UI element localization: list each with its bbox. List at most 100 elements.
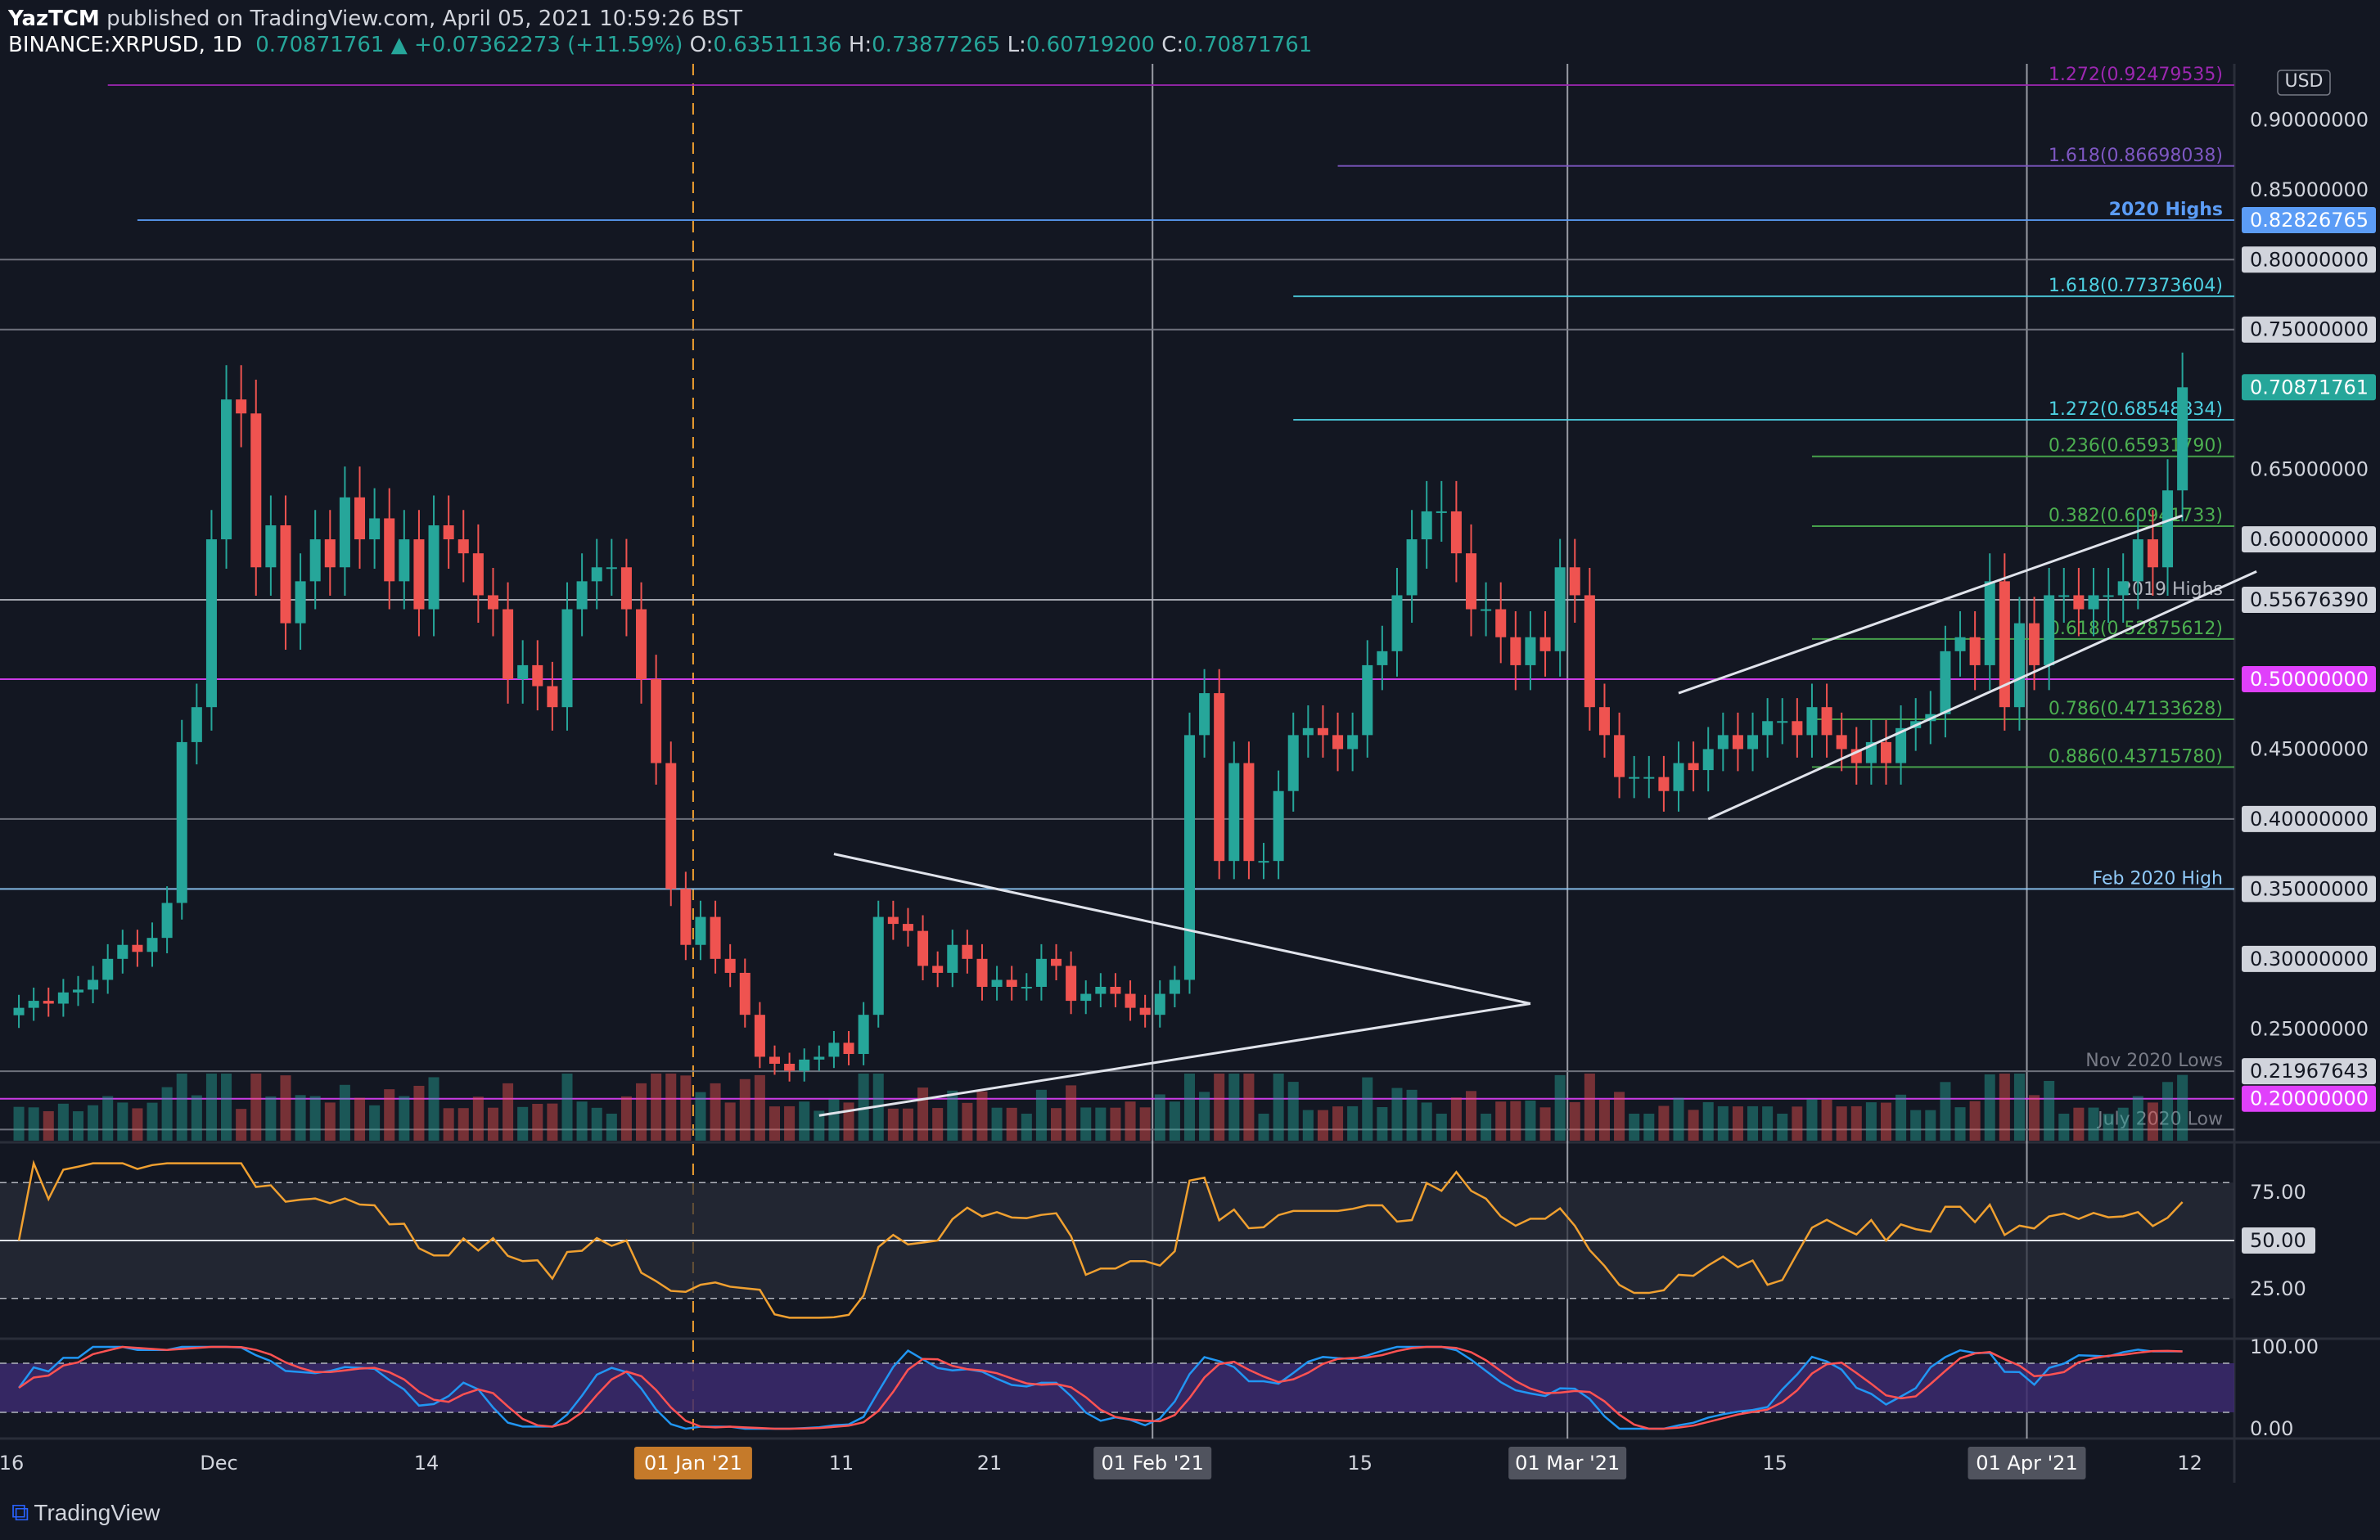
price-tag-box <box>2242 1058 2376 1085</box>
candle-body <box>991 979 1003 987</box>
volume-bar <box>902 1108 913 1141</box>
candle-body <box>503 609 514 679</box>
volume-bar <box>1717 1105 1729 1141</box>
volume-bar <box>309 1096 321 1141</box>
volume-bar <box>1821 1099 1832 1141</box>
candle-body <box>1702 749 1714 771</box>
candle-body <box>620 567 632 610</box>
candle-body <box>443 525 454 540</box>
volume-bar <box>1495 1101 1507 1141</box>
candle-body <box>1243 763 1255 862</box>
price-tick-label: 0.25000000 <box>2250 1017 2369 1040</box>
volume-bar <box>413 1085 425 1141</box>
candle-body <box>1347 735 1359 750</box>
price-tag-label: 0.60000000 <box>2250 528 2369 551</box>
volume-bar <box>2044 1080 2055 1141</box>
volume-bar <box>814 1110 825 1141</box>
x-tick-label: 11 <box>829 1452 854 1475</box>
rsi-tick-label: 75.00 <box>2250 1181 2306 1204</box>
volume-bar <box>1287 1082 1299 1141</box>
price-tag-box <box>2242 805 2376 832</box>
candle-body <box>1732 735 1743 750</box>
volume-bar <box>1302 1110 1314 1141</box>
volume-bar <box>1006 1107 1017 1141</box>
candle-body <box>517 664 529 679</box>
candle-body <box>399 539 410 582</box>
symbol-label[interactable]: BINANCE:XRPUSD, 1D <box>8 33 242 57</box>
price-tag-label: 0.21967643 <box>2250 1060 2369 1083</box>
candle-body <box>680 889 692 945</box>
volume-bar <box>784 1105 796 1141</box>
candle-body <box>1880 741 1892 763</box>
volume-bar <box>369 1105 381 1141</box>
x-label-highlight <box>1968 1447 2086 1479</box>
price-chart[interactable]: 1.272(0.92479535) 1.618(0.86698038) 2020 H… <box>0 64 2380 1483</box>
volume-bar <box>517 1106 529 1141</box>
candle-body <box>2162 490 2174 568</box>
candle-body <box>754 1015 765 1057</box>
volume-bar <box>1747 1105 1759 1141</box>
volume-bar <box>1999 1074 2010 1141</box>
volume-bar <box>2088 1107 2099 1141</box>
volume-bar <box>102 1096 114 1141</box>
volume-bar <box>472 1096 484 1141</box>
candle-body <box>2073 595 2085 610</box>
price-tick-label: 0.90000000 <box>2250 108 2369 131</box>
candle-body <box>369 518 381 540</box>
volume-bar <box>1139 1107 1151 1141</box>
volume-bar <box>265 1096 277 1141</box>
x-label-highlight <box>1093 1447 1212 1479</box>
candle-body <box>1021 987 1032 988</box>
candle-body <box>843 1042 854 1055</box>
currency-box <box>2277 70 2331 96</box>
volume-bar <box>1317 1110 1328 1141</box>
last-price-tag-box <box>2242 374 2376 401</box>
price-level-label: Nov 2020 Lows <box>2085 1051 2223 1071</box>
candle-body <box>1806 707 1818 736</box>
x-label-highlight <box>633 1447 752 1479</box>
volume-bar <box>2058 1114 2070 1141</box>
candle-body <box>814 1056 825 1060</box>
volume-bar <box>932 1108 944 1141</box>
volume-bar <box>1969 1101 1981 1141</box>
candle-body <box>1436 511 1447 513</box>
volume-bar <box>665 1074 677 1141</box>
trend-line <box>1707 570 2257 821</box>
candle-body <box>1569 567 1580 596</box>
candle-body <box>2088 595 2099 610</box>
volume-bar <box>1688 1110 1699 1141</box>
volume-bar <box>1806 1099 1818 1141</box>
candle-body <box>976 958 988 987</box>
candle-body <box>72 989 83 993</box>
tradingview-logo[interactable]: ⧉ TradingView <box>11 1499 165 1527</box>
high-label: H: <box>848 33 872 57</box>
candle-body <box>1895 727 1907 763</box>
volume-bar <box>576 1101 588 1141</box>
volume-bar <box>695 1092 706 1141</box>
price-tag-box <box>2242 206 2376 233</box>
volume-bar <box>1377 1106 1388 1141</box>
volume-bar <box>1154 1094 1165 1141</box>
volume-bar <box>399 1096 410 1141</box>
price-tag-label: 0.75000000 <box>2250 318 2369 341</box>
volume-bar <box>1910 1110 1922 1141</box>
volume-bar <box>962 1102 973 1141</box>
low-value: 0.60719200 <box>1025 33 1155 57</box>
publisher-name[interactable]: YazTCM <box>8 7 100 31</box>
volume-bar <box>1792 1106 1803 1141</box>
volume-bar <box>1569 1101 1580 1141</box>
stoch-k-line <box>18 1345 2183 1430</box>
candle-body <box>665 763 677 889</box>
candle-body <box>1406 539 1418 596</box>
candle-body <box>1183 735 1195 980</box>
volume-bar <box>428 1077 439 1141</box>
volume-bar <box>1066 1085 1077 1141</box>
volume-bar <box>1702 1101 1714 1141</box>
volume-bar <box>1406 1089 1418 1141</box>
volume-bar <box>1539 1107 1551 1141</box>
tradingview-logo-icon: ⧉ <box>11 1499 29 1526</box>
volume-bar <box>620 1096 632 1141</box>
candle-body <box>799 1059 810 1071</box>
volume-bar <box>1954 1107 1966 1141</box>
volume-bar <box>1584 1074 1595 1141</box>
